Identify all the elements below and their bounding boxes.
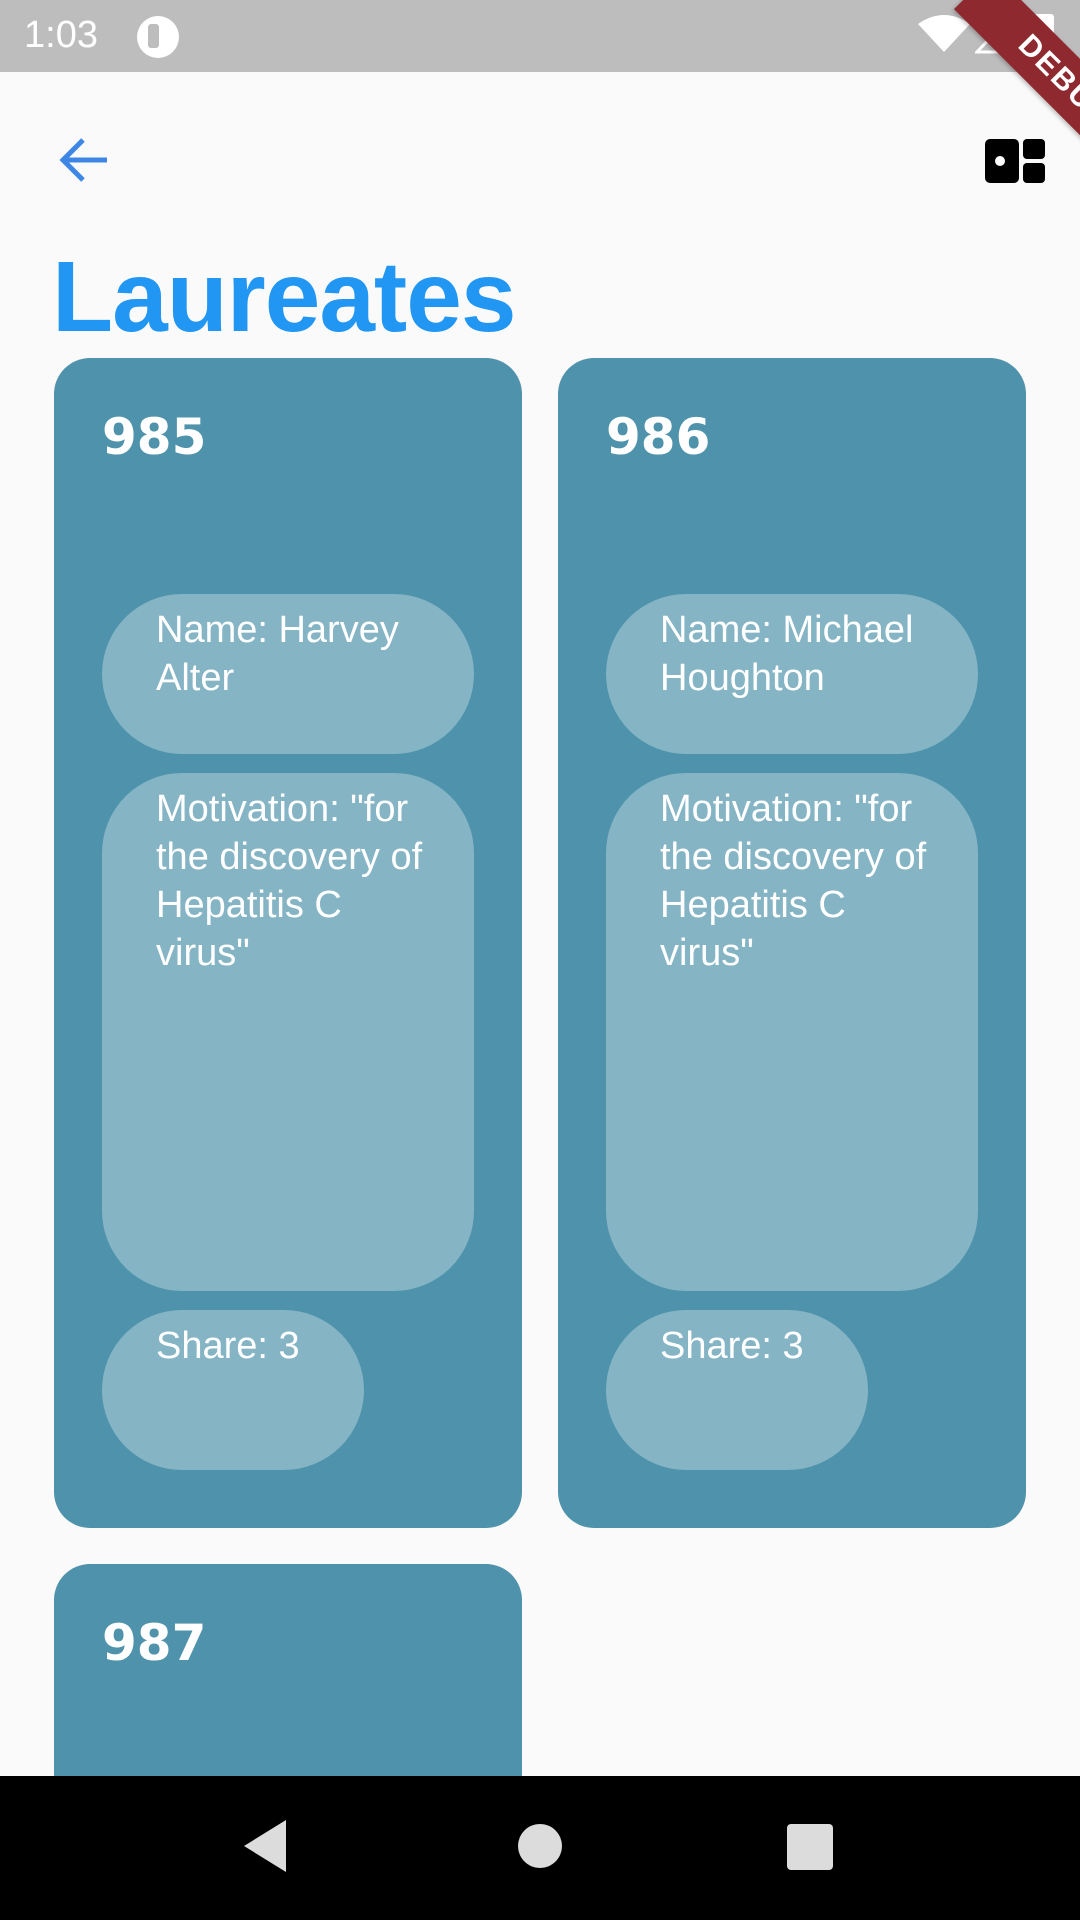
laureate-card[interactable]: 987	[54, 1564, 522, 1776]
dashboard-layout-icon	[985, 139, 1045, 183]
laureate-card[interactable]: 985 Name: Harvey Alter Motivation: "for …	[54, 358, 522, 1528]
laureate-id: 987	[102, 1614, 207, 1672]
laureate-share: Share: 3	[102, 1310, 364, 1470]
status-time: 1:03	[24, 14, 98, 56]
system-nav-bar	[0, 1776, 1080, 1920]
laureate-id: 986	[606, 408, 711, 466]
laureate-motivation: Motivation: "for the discovery of Hepati…	[102, 773, 474, 1291]
laureate-share: Share: 3	[606, 1310, 868, 1470]
laureates-grid[interactable]: 985 Name: Harvey Alter Motivation: "for …	[0, 358, 1080, 1776]
arrow-left-icon	[59, 138, 107, 182]
nav-back-icon[interactable]	[240, 1818, 290, 1874]
wifi-icon	[918, 15, 970, 52]
back-button[interactable]	[44, 120, 124, 200]
app-notification-icon	[137, 16, 179, 58]
nav-recents-icon[interactable]	[787, 1824, 833, 1870]
laureate-name: Name: Michael Houghton	[606, 594, 978, 754]
laureate-name: Name: Harvey Alter	[102, 594, 474, 754]
laureate-motivation: Motivation: "for the discovery of Hepati…	[606, 773, 978, 1291]
page-title: Laureates	[52, 241, 516, 353]
nav-home-icon[interactable]	[518, 1824, 562, 1868]
layout-toggle-button[interactable]	[980, 126, 1050, 196]
laureate-id: 985	[102, 408, 207, 466]
laureate-card[interactable]: 986 Name: Michael Houghton Motivation: "…	[558, 358, 1026, 1528]
status-bar: 1:03	[0, 0, 1080, 72]
